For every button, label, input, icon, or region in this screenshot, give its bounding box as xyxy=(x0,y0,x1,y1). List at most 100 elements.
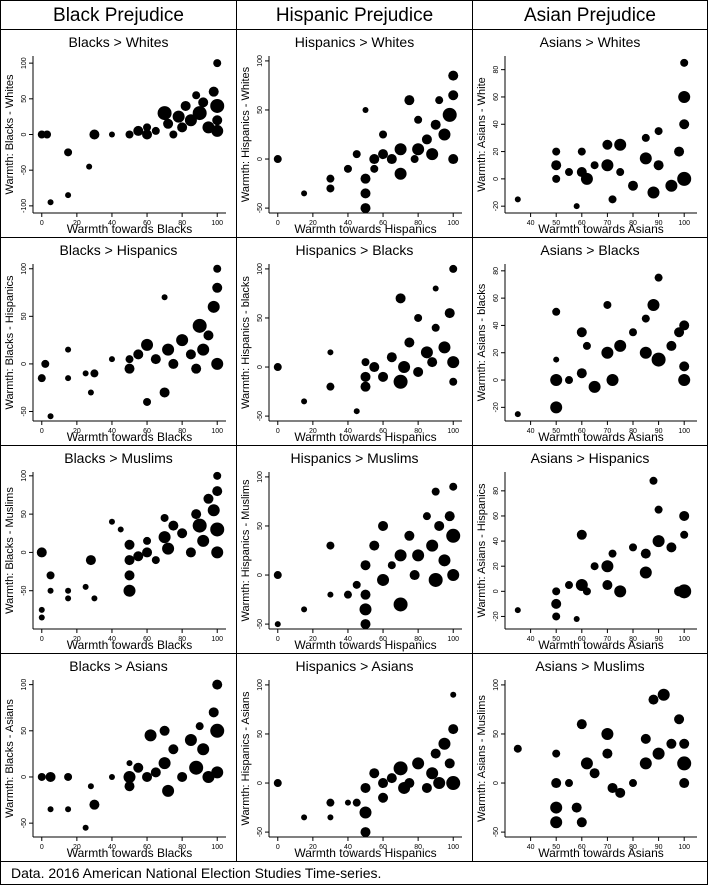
data-point xyxy=(274,621,281,628)
scatter-panel: Hispanics > Asians 0 20 40 60 80 100 -50 0 50 100 W… xyxy=(236,653,473,862)
y-tick-label: -20 xyxy=(493,611,500,621)
data-point xyxy=(125,130,134,139)
data-point xyxy=(601,727,614,740)
data-point xyxy=(580,757,593,770)
data-point xyxy=(359,603,372,616)
data-point xyxy=(378,792,389,803)
data-point xyxy=(163,118,174,129)
data-point xyxy=(413,366,424,377)
data-point xyxy=(426,148,439,161)
data-point xyxy=(393,761,408,776)
y-tick-label: 60 xyxy=(493,512,500,520)
data-point xyxy=(301,190,308,197)
x-tick-label: 60 xyxy=(578,428,586,435)
x-tick-label: 40 xyxy=(344,428,352,435)
x-tick-label: 80 xyxy=(178,428,186,435)
x-tick-label: 20 xyxy=(309,636,317,643)
x-axis-label: Warmth towards Blacks xyxy=(67,222,193,236)
y-tick-label: -50 xyxy=(257,827,264,837)
scatter-plot: 0 20 40 60 80 100 -50 0 50 100 Warmth towards Blac… xyxy=(4,679,226,860)
data-point xyxy=(273,779,282,788)
scatter-plot: 0 20 40 60 80 100 -50 0 50 100 Warmth towards Hisp… xyxy=(240,679,462,860)
data-point xyxy=(301,606,308,613)
data-point xyxy=(514,607,521,614)
data-point xyxy=(438,554,451,567)
data-point xyxy=(438,341,451,354)
y-tick-label: 40 xyxy=(493,120,500,128)
panel-title: Blacks > Asians xyxy=(69,658,168,674)
scatter-panel: Asians > Hispanics 40 50 60 70 80 90 100 -20 0 20 4… xyxy=(472,445,708,654)
x-tick-label: 20 xyxy=(309,220,317,227)
data-point xyxy=(144,729,157,742)
data-point xyxy=(369,154,380,165)
data-point xyxy=(602,139,613,150)
x-tick-label: 90 xyxy=(655,220,663,227)
data-point xyxy=(428,572,443,587)
data-point xyxy=(87,389,94,396)
y-axis-label: Warmth: Asians - Hispanics xyxy=(476,483,488,618)
scatter-plot: 40 50 60 70 80 90 100 -50 0 50 100 Warmth towards A… xyxy=(476,679,697,860)
data-point xyxy=(553,356,560,363)
data-point xyxy=(133,125,144,136)
x-tick-label: 60 xyxy=(379,428,387,435)
data-point xyxy=(551,598,562,609)
scatter-panel: Blacks > Hispanics 0 20 40 60 80 100 -50 0 50 100 W… xyxy=(0,237,237,446)
y-tick-label: 50 xyxy=(257,730,264,738)
data-point xyxy=(65,595,72,602)
scatter-plot: 0 20 40 60 80 100 -50 0 50 100 Warmth towards Blac… xyxy=(4,470,226,652)
data-point xyxy=(168,744,179,755)
column-header-black: Black Prejudice xyxy=(0,0,237,30)
data-point xyxy=(360,827,371,838)
data-point xyxy=(207,504,220,517)
x-tick-label: 50 xyxy=(552,844,560,851)
y-tick-label: -50 xyxy=(21,406,28,416)
data-point xyxy=(448,724,459,735)
data-point xyxy=(607,782,618,793)
data-point xyxy=(47,806,54,813)
data-point xyxy=(677,756,692,771)
x-tick-label: 70 xyxy=(604,844,612,851)
data-point xyxy=(589,768,600,779)
y-tick-label: 0 xyxy=(493,781,500,785)
x-tick-label: 40 xyxy=(527,636,535,643)
y-tick-label: 50 xyxy=(257,106,264,114)
data-point xyxy=(370,164,379,173)
panel-title: Hispanics > Asians xyxy=(295,658,414,674)
data-point xyxy=(142,547,153,558)
data-point xyxy=(444,758,455,769)
data-point xyxy=(386,352,397,363)
data-point xyxy=(151,556,160,565)
data-point xyxy=(565,376,573,385)
y-tick-label: 50 xyxy=(21,727,28,735)
data-point xyxy=(108,518,115,525)
x-tick-label: 0 xyxy=(276,428,280,435)
data-point xyxy=(550,374,563,387)
y-tick-label: -50 xyxy=(21,818,28,828)
y-tick-label: -50 xyxy=(21,586,28,596)
y-tick-label: -50 xyxy=(21,165,28,175)
data-point xyxy=(142,771,153,782)
x-tick-label: 60 xyxy=(143,636,151,643)
y-tick-label: 0 xyxy=(493,589,500,593)
data-point xyxy=(679,119,690,130)
y-axis-label: Warmth: Blacks - Whites xyxy=(4,74,16,194)
data-point xyxy=(438,737,451,750)
data-point xyxy=(444,308,455,319)
data-point xyxy=(47,199,54,206)
scatter-panel: Hispanics > Muslims 0 20 40 60 80 100 -50 0 50 100… xyxy=(236,445,473,654)
x-tick-label: 60 xyxy=(578,636,586,643)
x-axis-label: Warmth towards Hispanics xyxy=(294,222,436,236)
data-point xyxy=(421,134,432,145)
x-axis-label: Warmth towards Blacks xyxy=(67,846,193,860)
x-tick-label: 100 xyxy=(211,636,223,643)
data-source-footer: Data. 2016 American National Election St… xyxy=(0,861,708,885)
data-point xyxy=(513,744,522,753)
data-point xyxy=(565,168,573,177)
data-point xyxy=(614,138,627,151)
x-tick-label: 60 xyxy=(143,220,151,227)
y-tick-label: 100 xyxy=(21,57,28,69)
y-tick-label: 80 xyxy=(493,66,500,74)
data-point xyxy=(641,314,650,323)
data-point xyxy=(647,298,660,311)
data-point xyxy=(89,129,100,140)
